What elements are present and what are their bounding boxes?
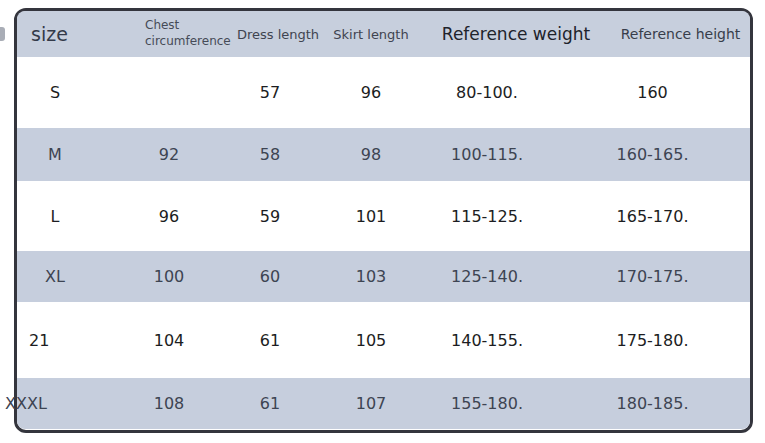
cell-skirt: 107 — [321, 394, 421, 413]
cell-dress: 57 — [235, 83, 321, 102]
header-size: size — [17, 23, 131, 45]
cell-chest: 108 — [131, 394, 235, 413]
cell-dress: 61 — [235, 331, 321, 350]
cell-size: XL — [17, 267, 131, 286]
cell-weight: 115-125. — [421, 207, 611, 226]
cell-chest: 96 — [131, 207, 235, 226]
table-row-xxxl: XXXL 108 61 107 155-180. 180-185. — [17, 378, 750, 429]
header-dress-length: Dress length — [235, 27, 321, 42]
header-chest-circumference: Chest circumference — [131, 18, 235, 49]
cell-height: 160-165. — [611, 145, 750, 164]
header-reference-height: Reference height — [611, 26, 750, 42]
table-row-m: M 92 58 98 100-115. 160-165. — [17, 128, 750, 181]
cell-height: 180-185. — [611, 394, 750, 413]
header-skirt-length: Skirt length — [321, 27, 421, 42]
header-row: size Chest circumference Dress length Sk… — [17, 11, 750, 57]
table-row-2l: 21 104 61 105 140-155. 175-180. — [17, 302, 750, 378]
cell-size: L — [17, 207, 131, 226]
header-reference-weight: Reference weight — [421, 24, 611, 44]
cell-chest: 100 — [131, 267, 235, 286]
cell-dress: 60 — [235, 267, 321, 286]
cell-size: XXXL — [5, 394, 131, 413]
cell-weight: 155-180. — [421, 394, 611, 413]
cell-dress: 61 — [235, 394, 321, 413]
cell-weight: 140-155. — [421, 331, 611, 350]
cell-weight: 80-100. — [421, 83, 611, 102]
cell-height: 175-180. — [611, 331, 750, 350]
cell-dress: 58 — [235, 145, 321, 164]
cell-chest: 104 — [131, 331, 235, 350]
cell-weight: 100-115. — [421, 145, 611, 164]
cell-skirt: 105 — [321, 331, 421, 350]
table-row-s: S 57 96 80-100. 160 — [17, 57, 750, 128]
cell-skirt: 103 — [321, 267, 421, 286]
table-row-xl: XL 100 60 103 125-140. 170-175. — [17, 251, 750, 302]
size-chart-table: size Chest circumference Dress length Sk… — [14, 8, 753, 433]
cell-size: 21 — [17, 331, 131, 350]
cell-size: M — [17, 145, 131, 164]
cell-skirt: 96 — [321, 83, 421, 102]
cell-weight: 125-140. — [421, 267, 611, 286]
cell-height: 160 — [611, 83, 750, 102]
cell-dress: 59 — [235, 207, 321, 226]
left-edge-artifact — [0, 27, 5, 41]
cell-size: S — [17, 83, 131, 102]
cell-height: 170-175. — [611, 267, 750, 286]
cell-skirt: 101 — [321, 207, 421, 226]
cell-skirt: 98 — [321, 145, 421, 164]
table-row-l: L 96 59 101 115-125. 165-170. — [17, 181, 750, 251]
cell-height: 165-170. — [611, 207, 750, 226]
cell-chest: 92 — [131, 145, 235, 164]
